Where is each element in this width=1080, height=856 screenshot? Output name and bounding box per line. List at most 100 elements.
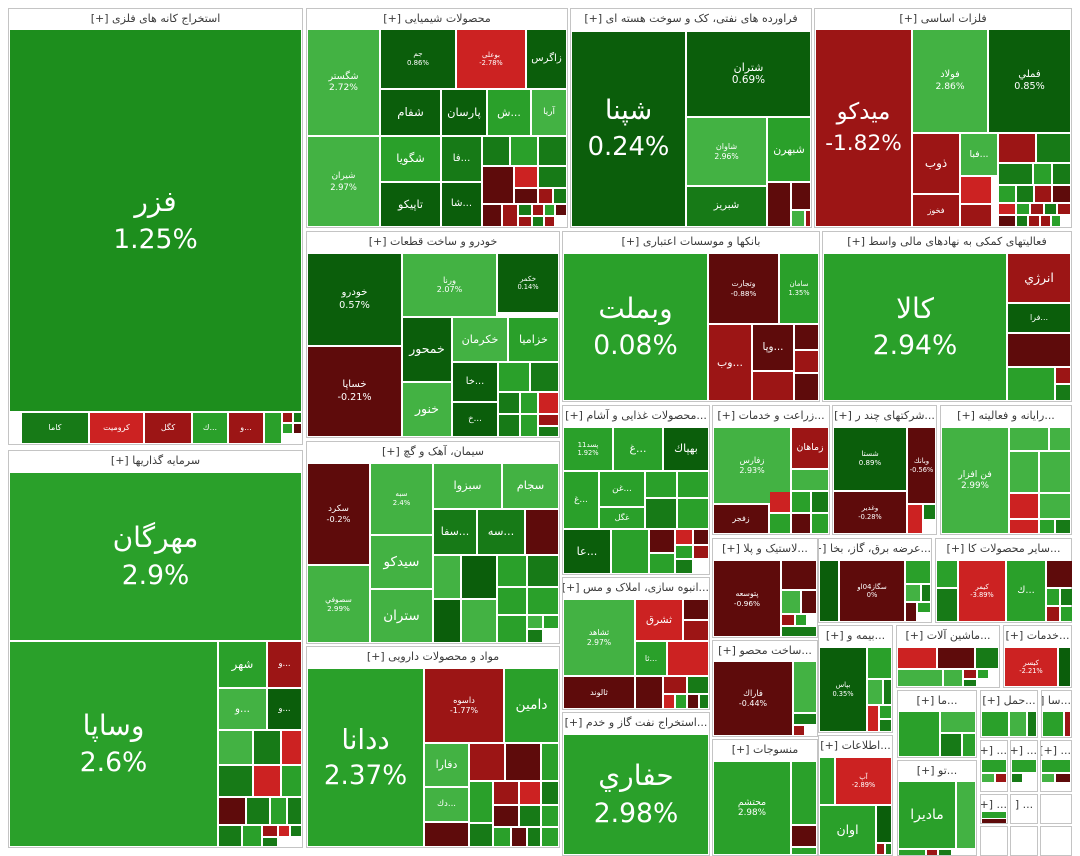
sector-header-mini-3[interactable]: ... [+] [1041, 741, 1071, 761]
tile-cell[interactable] [982, 812, 1006, 818]
tile-cell[interactable] [795, 374, 818, 400]
tile-cell[interactable] [884, 680, 891, 704]
tile-...و[interactable]: ...و [268, 689, 301, 729]
tile-cell[interactable] [282, 766, 301, 796]
tile-cell[interactable] [279, 826, 289, 836]
tile-cell[interactable] [1017, 216, 1027, 226]
tile-cell[interactable] [684, 621, 708, 640]
tile-خساپا[interactable]: خساپا -0.21% [308, 347, 401, 436]
tile-شبهرن[interactable]: شبهرن [768, 118, 810, 181]
sector-header-fabricated[interactable]: ...ساخت محصو [+] [713, 641, 817, 661]
sector-header-cement[interactable]: سیمان، آهک و گچ [+] [307, 442, 559, 462]
tile-cell[interactable] [434, 556, 460, 598]
tile-محتشم[interactable]: محتشم 2.98% [714, 762, 790, 854]
tile-cell[interactable] [294, 413, 301, 422]
tile-cell[interactable] [982, 774, 994, 782]
tile-...و[interactable]: ...و [219, 689, 266, 729]
tile-cell[interactable] [263, 826, 277, 836]
tile-cell[interactable] [1059, 648, 1070, 686]
tile-cell[interactable] [877, 806, 891, 842]
tile-cell[interactable] [265, 413, 281, 443]
tile-کاما[interactable]: کاما [22, 413, 88, 443]
tile-cell[interactable] [688, 695, 698, 708]
tile-خمحور[interactable]: خمحور [403, 318, 451, 381]
tile-cell[interactable] [782, 591, 800, 613]
tile-cell[interactable] [678, 499, 708, 528]
tile-میدکو[interactable]: میدکو -1.82% [816, 30, 911, 226]
sector-header-haml[interactable]: ...حمل [+] [981, 691, 1037, 711]
tile-cell[interactable] [899, 850, 925, 855]
tile-cell[interactable] [1034, 164, 1051, 184]
tile-فاراك[interactable]: فاراك -0.44% [714, 662, 792, 735]
sector-header-agriculture[interactable]: ...زراعت و خدمات [+] [713, 406, 829, 426]
tile-cell[interactable] [462, 556, 496, 598]
sector-header-machinery[interactable]: ...ماشین آلات [+] [897, 626, 999, 646]
sector-header-insurance[interactable]: ...بیمه و [+] [819, 626, 892, 646]
tile-cell[interactable] [483, 137, 509, 165]
tile-cell[interactable] [806, 211, 810, 226]
tile-cell[interactable] [678, 472, 708, 497]
sector-header-mini-1[interactable]: ... [+] [981, 741, 1007, 761]
tile-سیدکو[interactable]: سیدکو [371, 536, 432, 588]
tile-cell[interactable] [676, 560, 692, 573]
tile-...عا[interactable]: ...عا [564, 530, 610, 573]
tile-cell[interactable] [978, 670, 988, 678]
tile-بوعلی[interactable]: بوعلی -2.78% [457, 30, 525, 88]
tile-cell[interactable] [650, 554, 674, 573]
tile-cell[interactable] [924, 505, 935, 519]
tile-cell[interactable] [462, 600, 496, 642]
tile-cell[interactable] [922, 585, 930, 601]
tile-cell[interactable] [868, 648, 891, 678]
tile-cell[interactable] [1040, 452, 1070, 492]
tile-cell[interactable] [528, 556, 558, 586]
tile-cell[interactable] [498, 556, 526, 586]
tile-شستا[interactable]: شستا 0.89% [834, 428, 906, 490]
tile-cell[interactable] [820, 561, 838, 621]
tile-cell[interactable] [668, 642, 708, 675]
tile-ورنا[interactable]: ورنا 2.07% [403, 254, 496, 316]
tile-cell[interactable] [554, 189, 566, 203]
tile-cell[interactable] [539, 137, 566, 165]
tile-cell[interactable] [812, 492, 828, 512]
tile-cell[interactable] [1050, 428, 1070, 450]
tile-cell[interactable] [676, 695, 686, 708]
tile-cell[interactable] [499, 393, 519, 413]
tile-cell[interactable] [1031, 204, 1043, 214]
tile-شیران[interactable]: شیران 2.97% [308, 137, 379, 226]
tile-cell[interactable] [792, 826, 816, 846]
tile-cell[interactable] [425, 823, 468, 846]
tile-cell[interactable] [545, 217, 554, 226]
sector-header-chemicals[interactable]: محصولات شیمیایی [+] [307, 9, 567, 29]
tile-cell[interactable] [519, 205, 531, 215]
tile-مهرگان[interactable]: مهرگان 2.9% [10, 473, 301, 640]
sector-header-auto[interactable]: خودرو و ساخت قطعات [+] [307, 232, 559, 252]
tile-cell[interactable] [499, 363, 529, 391]
tile-cell[interactable] [531, 363, 558, 391]
tile-cell[interactable] [792, 848, 816, 854]
tile-خودرو[interactable]: خودرو 0.57% [308, 254, 401, 345]
tile-cell[interactable] [792, 514, 810, 533]
tile-بپاس[interactable]: بپاس 0.35% [820, 648, 866, 731]
sector-header-mini-5[interactable]: ... [ [1011, 795, 1037, 815]
tile-خنور[interactable]: خنور [403, 383, 451, 436]
tile-ذوب[interactable]: ذوب [913, 134, 959, 193]
tile-cell[interactable] [937, 561, 957, 587]
tile-cell[interactable] [961, 205, 991, 226]
tile-cell[interactable] [1012, 760, 1036, 772]
tile-زاگرس[interactable]: زاگرس [527, 30, 566, 88]
tile-cell[interactable] [792, 211, 804, 226]
tile-cell[interactable] [676, 530, 692, 544]
tile-داسوه[interactable]: داسوه -1.77% [425, 669, 503, 742]
tile-cell[interactable] [556, 205, 566, 215]
sector-header-oil-products[interactable]: فراورده های نفتی، کک و سوخت هسته ای [+] [571, 9, 811, 29]
tile-cell[interactable] [219, 826, 241, 846]
tile-cell[interactable] [1052, 216, 1060, 226]
tile-ثشاهد[interactable]: ثشاهد 2.97% [564, 600, 634, 675]
sector-header-it[interactable]: ...رایانه و فعالیته [+] [941, 406, 1071, 426]
tile-cell[interactable] [795, 351, 818, 372]
tile-cell[interactable] [533, 205, 543, 215]
tile-کرومیت[interactable]: کرومیت [90, 413, 143, 443]
tile-...ك[interactable]: ...ك [1007, 561, 1045, 621]
tile-cell[interactable] [700, 695, 708, 708]
tile-cell[interactable] [539, 415, 558, 425]
